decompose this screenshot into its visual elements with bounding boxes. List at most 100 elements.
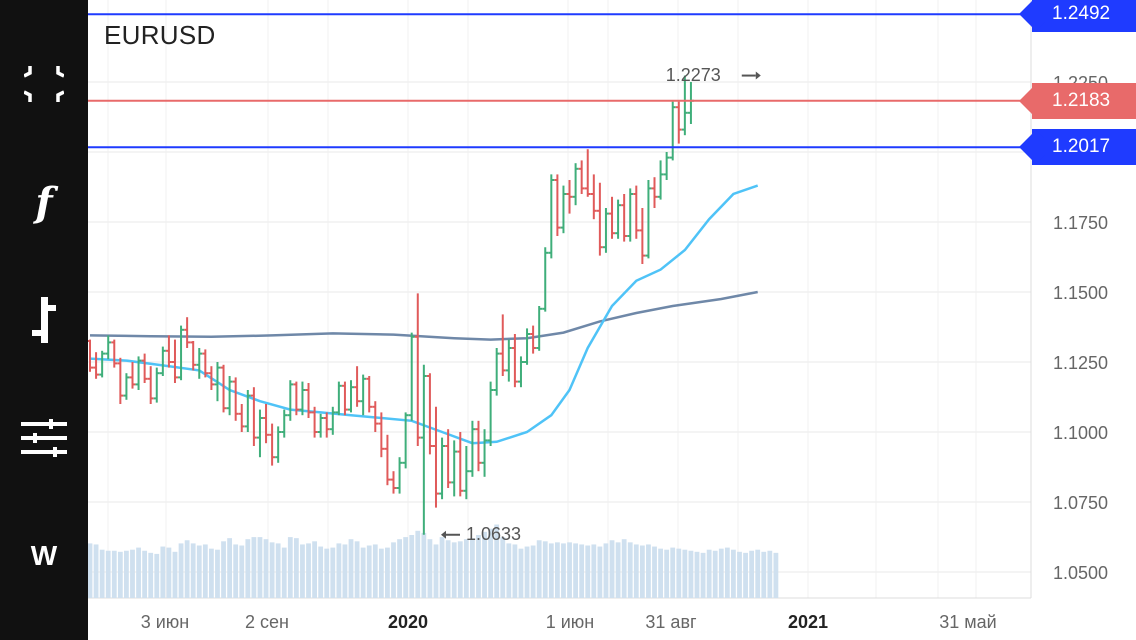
ohlc-bar — [178, 325, 185, 381]
volume-bar — [603, 543, 609, 598]
volume-bar — [257, 537, 263, 598]
ohlc-bar — [615, 199, 622, 239]
price-tag[interactable]: 1.2183 — [1032, 82, 1136, 119]
ohlc-bar — [232, 377, 239, 421]
volume-bar — [117, 551, 123, 598]
ohlc-bar — [511, 334, 518, 388]
volume-bar — [239, 545, 245, 598]
volume-bar — [542, 541, 548, 598]
x-tick-label: 1 июн — [546, 612, 595, 632]
watermark-glyph: W — [30, 540, 58, 571]
volume-bar — [233, 544, 239, 598]
price-chart[interactable]: 1.0500 1.0750 1.1000 1.1250 1.1500 1.1750 1.20… — [88, 0, 1136, 640]
volume-bar — [330, 547, 336, 598]
volume-bar — [342, 544, 348, 598]
volume-bar — [111, 550, 117, 598]
ohlc-bar — [293, 381, 300, 416]
symbol-title: EURUSD — [104, 20, 216, 50]
ohlc-bar — [493, 348, 500, 396]
ohlc-bar — [99, 350, 106, 378]
ohlc-bar — [530, 325, 537, 354]
volume-bar — [530, 545, 536, 598]
bar-chart-type-icon[interactable] — [0, 276, 88, 364]
y-tick-label: 1.0500 — [1053, 563, 1108, 583]
volume-bar — [433, 544, 439, 598]
ohlc-bar — [263, 404, 270, 444]
y-tick-label: 1.1000 — [1053, 423, 1108, 443]
volume-bar — [664, 549, 670, 598]
ohlc-bar — [238, 404, 245, 432]
volume-bar — [172, 551, 178, 598]
function-icon[interactable]: f — [0, 158, 88, 246]
volume-bar — [154, 553, 160, 598]
ohlc-bar — [414, 293, 421, 446]
ohlc-bar — [517, 356, 524, 388]
ohlc-bar — [560, 185, 567, 234]
volume-bar — [354, 541, 360, 598]
volume-bar — [694, 551, 700, 598]
volume-bar — [585, 545, 591, 598]
chart-area[interactable]: 1.0500 1.0750 1.1000 1.1250 1.1500 1.1750 1.20… — [88, 0, 1136, 640]
price-tag-label: 1.2183 — [1052, 89, 1111, 111]
volume-bar — [88, 543, 93, 598]
x-axis-ticks: 3 июн 2 сен 2020 1 июн 31 авг 2021 31 май — [141, 612, 997, 632]
volume-bar — [724, 547, 730, 598]
volume-bar — [633, 544, 639, 598]
ohlc-bar — [226, 376, 233, 416]
volume-bar — [767, 550, 773, 598]
volume-bar — [263, 539, 269, 598]
fullscreen-icon[interactable] — [0, 40, 88, 128]
ohlc-bar — [548, 174, 555, 259]
volume-bar — [142, 550, 148, 598]
moving-average-slow — [89, 290, 758, 341]
volume-bar — [591, 544, 597, 598]
volume-bar — [385, 547, 390, 598]
volume-bar — [160, 546, 166, 598]
ohlc-bar — [335, 381, 342, 416]
ohlc-bar — [366, 376, 373, 413]
watermark-icon[interactable]: W — [0, 512, 88, 600]
ohlc-bar — [329, 406, 336, 435]
volume-bar — [130, 549, 135, 598]
ohlc-bar — [196, 348, 203, 379]
volume-bar — [737, 551, 742, 598]
volume-bar — [567, 542, 572, 598]
volume-bar — [700, 552, 706, 598]
ohlc-bar — [432, 406, 439, 508]
function-glyph: f — [35, 178, 53, 226]
ohlc-bar — [111, 339, 118, 368]
ohlc-bar — [311, 406, 318, 438]
ohlc-bar — [499, 314, 506, 376]
ohlc-bar — [244, 390, 251, 432]
ohlc-bar — [275, 426, 282, 463]
ohlc-bar — [408, 332, 415, 421]
price-tag[interactable]: 1.2017 — [1032, 129, 1136, 166]
price-tag-label: 1.2492 — [1052, 3, 1111, 25]
ohlc-bar — [396, 457, 403, 494]
ohlc-bar — [675, 101, 682, 144]
ohlc-bar — [542, 247, 549, 312]
horizontal-levels — [88, 13, 1032, 539]
volume-bar — [245, 539, 251, 598]
x-tick-label: 2020 — [388, 612, 428, 632]
volume-bar — [269, 542, 275, 598]
volume-bar — [409, 535, 415, 598]
ohlc-bar — [141, 353, 148, 383]
volume-bar — [221, 541, 226, 598]
volume-bar — [706, 549, 712, 598]
ohlc-bars — [88, 75, 694, 535]
volume-bar — [652, 546, 657, 598]
volume-bar — [639, 545, 645, 598]
volume-bar — [360, 547, 366, 598]
ohlc-bar — [524, 328, 531, 365]
annotation-arrow — [440, 530, 460, 539]
ohlc-bar — [378, 412, 385, 458]
x-tick-label: 31 авг — [645, 612, 697, 632]
settings-sliders-icon[interactable] — [0, 394, 88, 482]
volume-bar — [324, 548, 330, 598]
price-tag[interactable]: 1.2492 — [1032, 0, 1136, 33]
volume-bar — [124, 550, 129, 598]
ohlc-bar — [402, 412, 409, 469]
volume-bar — [743, 552, 748, 598]
volume-bar — [403, 537, 409, 598]
